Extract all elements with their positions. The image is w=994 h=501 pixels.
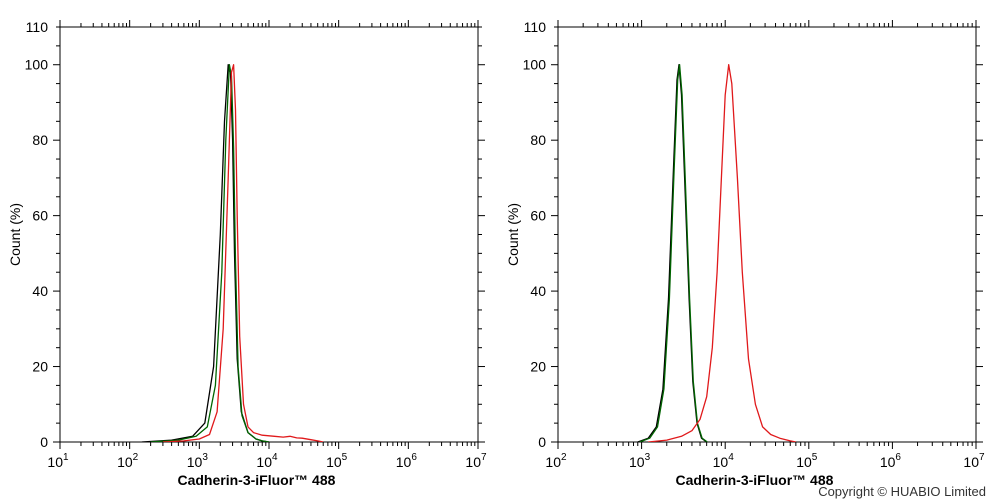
y-axis-title: Count (%) [505,203,521,266]
y-tick-label: 100 [25,57,49,73]
y-tick-label: 40 [32,283,48,299]
x-tick-label: 107 [963,452,985,470]
y-tick-label: 40 [530,283,546,299]
x-tick-label: 102 [545,452,567,470]
copyright-notice: Copyright © HUABIO Limited [818,484,986,499]
x-tick-exponent: 3 [645,452,651,463]
x-tick-base: 10 [963,454,979,470]
histogram-series-3 [648,64,797,442]
plot-frame [59,26,479,443]
y-tick-label: 20 [530,359,546,375]
x-tick-base: 10 [880,454,896,470]
y-tick-label: 100 [523,57,547,73]
x-tick-label: 104 [256,452,278,470]
chart-panel-2: 102 103 104 105 106 107020406080100110Cadheri… [505,19,985,488]
x-tick-base: 10 [47,454,63,470]
y-tick-label: 0 [40,434,48,450]
x-tick-base: 10 [465,454,481,470]
x-tick-base: 10 [713,454,729,470]
x-tick-exponent: 2 [133,452,139,463]
y-tick-label: 110 [524,19,547,35]
x-tick-label: 106 [396,452,418,470]
x-tick-label: 101 [47,452,69,470]
x-tick-base: 10 [629,454,645,470]
y-tick-label: 110 [26,19,49,35]
x-tick-base: 10 [396,454,412,470]
x-tick-base: 10 [545,454,561,470]
x-tick-exponent: 7 [481,452,487,463]
x-tick-label: 103 [629,452,651,470]
plot-frame [557,26,977,443]
x-tick-exponent: 6 [411,452,417,463]
histogram-series-1 [141,64,270,442]
y-tick-label: 60 [32,208,48,224]
x-tick-exponent: 2 [561,452,567,463]
y-tick-label: 60 [530,208,546,224]
histogram-series-2 [639,64,708,442]
histogram-series-3 [162,64,324,442]
x-tick-label: 105 [796,452,818,470]
x-axis-title: Cadherin-3-iFluor™ 488 [675,472,833,488]
x-axis-title: Cadherin-3-iFluor™ 488 [177,472,335,488]
y-tick-label: 0 [538,434,546,450]
x-tick-exponent: 5 [342,452,348,463]
x-tick-label: 107 [465,452,487,470]
x-tick-base: 10 [117,454,133,470]
x-tick-exponent: 5 [812,452,818,463]
x-tick-base: 10 [187,454,203,470]
x-tick-exponent: 6 [895,452,901,463]
y-axis-title: Count (%) [7,203,23,266]
x-tick-label: 106 [880,452,902,470]
x-tick-base: 10 [256,454,272,470]
x-tick-base: 10 [796,454,812,470]
x-tick-base: 10 [326,454,342,470]
y-tick-label: 80 [530,132,546,148]
x-tick-exponent: 4 [272,452,278,463]
x-tick-label: 103 [187,452,209,470]
x-tick-label: 102 [117,452,139,470]
histogram-series-1 [637,64,708,442]
x-tick-label: 104 [713,452,735,470]
x-tick-label: 105 [326,452,348,470]
x-tick-exponent: 7 [979,452,985,463]
x-tick-exponent: 3 [202,452,208,463]
y-tick-label: 80 [32,132,48,148]
x-tick-exponent: 4 [728,452,734,463]
y-tick-label: 20 [32,359,48,375]
x-tick-exponent: 1 [63,452,69,463]
histogram-series-2 [150,64,270,442]
chart-panel-1: 101 102 103 104 105 106 107020406080100110Cadh… [7,19,487,488]
